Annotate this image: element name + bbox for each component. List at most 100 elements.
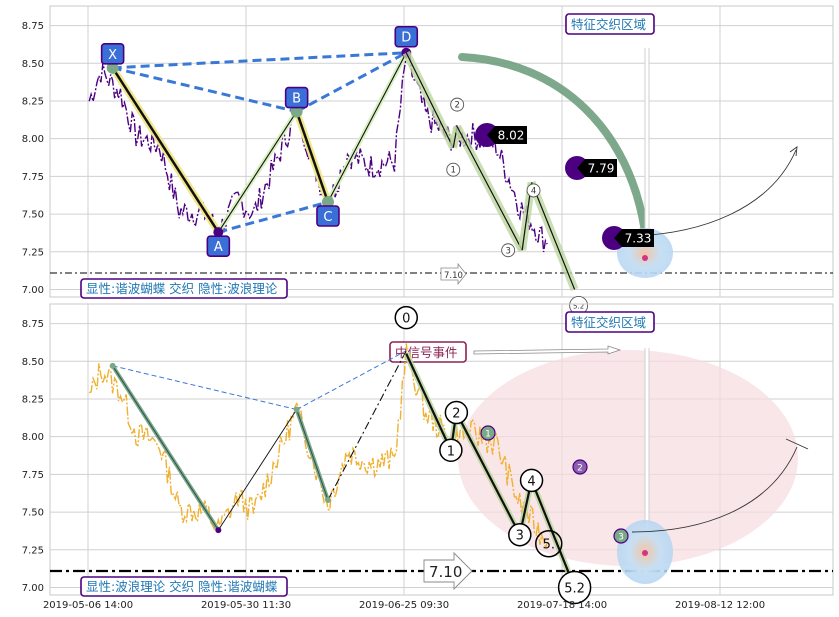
y-tick-label: 7.50 xyxy=(22,210,44,221)
top-zone-label-box xyxy=(565,13,655,35)
bottom-harmonic-node xyxy=(109,362,116,369)
bottom-chart-panel: 7.00 7.25 7.50 7.75 8.00 8.25 8.50 8.75 显性:波浪理论… xyxy=(22,303,834,605)
bottom-y-tick-labels: 7.00 7.25 7.50 7.75 8.00 8.25 8.50 8.75 xyxy=(22,319,44,594)
bottom-harmonic-leg xyxy=(296,409,329,501)
bottom-harmonic-leg xyxy=(217,409,298,531)
bottom-wave-label: 1 xyxy=(447,444,455,459)
x-tick-label: 2019-05-06 14:00 xyxy=(43,600,133,611)
small-marker-label: 1 xyxy=(485,430,491,440)
harmonic-node xyxy=(106,61,119,74)
small-marker-circle xyxy=(572,459,588,475)
y-tick-label: 7.75 xyxy=(22,470,44,481)
y-tick-label: 7.25 xyxy=(22,545,44,556)
bottom-harmonic-node xyxy=(215,527,222,534)
bottom-wave-leg xyxy=(455,412,521,536)
y-tick-label: 8.50 xyxy=(22,357,44,368)
wave-label-circle xyxy=(450,97,465,112)
wave-label: 3 xyxy=(505,246,510,256)
harmonic-label-B: B xyxy=(292,92,301,107)
bottom-wave-label: 2 xyxy=(452,407,460,422)
bottom-wave-label-circle xyxy=(557,570,592,605)
bottom-dashed-connector xyxy=(112,365,297,411)
wave-leg xyxy=(530,182,576,290)
bottom-wave-label-circle xyxy=(394,305,419,330)
x-tick-label: 2019-06-25 09:30 xyxy=(359,600,449,611)
bottom-zone-label: 特征交织区域 xyxy=(571,315,646,330)
y-tick-label: 7.50 xyxy=(22,508,44,519)
wave-label: 5.2 xyxy=(573,302,584,310)
top-target-dot xyxy=(642,255,648,261)
x-tick-label: 2019-08-12 12:00 xyxy=(675,600,765,611)
event-label: 中信号事件 xyxy=(395,345,458,360)
y-tick-label: 7.75 xyxy=(22,172,44,183)
harmonic-label-C: C xyxy=(323,210,332,225)
bottom-target-dot xyxy=(642,550,648,556)
harmonic-label-box xyxy=(316,205,340,227)
y-tick-label: 8.00 xyxy=(22,432,44,443)
y-tick-label: 8.50 xyxy=(22,59,44,70)
small-marker-label: 2 xyxy=(577,464,583,474)
harmonic-point-labels: X A B C D xyxy=(100,25,419,257)
bottom-wave-label: 0 xyxy=(402,312,410,327)
bottom-panel-frame xyxy=(49,303,834,596)
bottom-wave-label: 4 xyxy=(527,474,535,489)
harmonic-label-box xyxy=(206,235,231,257)
harmonic-dashed-line xyxy=(112,51,407,70)
top-hline-label: 7.10 xyxy=(444,271,463,281)
x-tick-label: 2019-05-30 11:30 xyxy=(201,600,291,611)
harmonic-label-box xyxy=(100,43,125,65)
price-marker-label: 8.02 xyxy=(498,129,525,143)
top-curved-arrow xyxy=(631,149,797,237)
harmonic-label-box xyxy=(284,86,309,109)
harmonic-leg xyxy=(295,111,330,203)
top-hline-label-arrow xyxy=(440,262,467,286)
harmonic-label-D: D xyxy=(401,31,411,46)
wave-label: 4 xyxy=(531,186,536,196)
bottom-wave-label: 3 xyxy=(516,529,524,544)
y-tick-label: 8.25 xyxy=(22,394,44,405)
harmonic-dashed-connectors xyxy=(112,51,407,234)
small-wave-markers: 1 2 3 xyxy=(480,425,629,544)
price-marker-arrow xyxy=(487,126,527,144)
price-marker-label: 7.79 xyxy=(588,162,615,176)
bottom-wave-label-circle xyxy=(508,522,532,547)
harmonic-label-box xyxy=(394,25,419,48)
y-tick-label: 8.75 xyxy=(22,319,44,330)
bottom-harmonic-node xyxy=(293,406,300,413)
price-marker-arrow xyxy=(614,229,654,247)
harmonic-dashed-line xyxy=(295,51,407,113)
bottom-wave-label-circle xyxy=(444,400,469,425)
x-axis-tick-labels: 2019-05-06 14:00 2019-05-30 11:30 2019-06-… xyxy=(43,600,765,611)
y-tick-label: 7.00 xyxy=(22,285,44,296)
bottom-wave-labels: 0 1 2 3 4 5. 5.2 xyxy=(394,305,592,605)
bottom-wave-leg xyxy=(405,353,452,451)
top-y-tick-labels: 7.00 7.25 7.50 7.75 8.00 8.25 8.50 8.75 xyxy=(22,21,44,296)
bottom-harmonic-outline xyxy=(109,350,407,534)
bottom-zone-label-box xyxy=(565,311,655,333)
wave-label-circle xyxy=(446,162,461,177)
wave-label-circle xyxy=(526,183,541,198)
harmonic-label-X: X xyxy=(108,48,117,63)
harmonic-dashed-line xyxy=(217,200,329,234)
bottom-wave-leg xyxy=(530,479,576,588)
wave-leg xyxy=(456,126,523,251)
price-marker-arrow xyxy=(577,159,617,177)
harmonic-legs xyxy=(106,47,412,238)
price-markers: 8.02 7.79 7.33 xyxy=(475,123,654,250)
y-tick-label: 7.25 xyxy=(22,247,44,258)
bottom-dashed-connector xyxy=(296,350,407,410)
bottom-harmonic-node xyxy=(324,497,331,504)
top-chart-panel: 7.00 7.25 7.50 7.75 8.00 8.25 8.50 8.75 显性:谐波蝴蝶… xyxy=(22,5,834,315)
top-caption: 显性:谐波蝴蝶 交织 隐性:波浪理论 xyxy=(86,281,278,296)
bottom-curved-arrow-head xyxy=(785,438,809,450)
y-tick-label: 8.75 xyxy=(22,21,44,32)
top-zone-label: 特征交织区域 xyxy=(571,17,646,32)
top-curved-arrow-head xyxy=(789,146,798,157)
bottom-wave-label-circle xyxy=(535,529,563,558)
bottom-wave-label-circle xyxy=(439,438,463,463)
wave-label: 1 xyxy=(451,166,456,176)
bottom-dashdot-connector xyxy=(327,350,407,501)
wave-label: 2 xyxy=(454,101,459,111)
harmonic-node xyxy=(213,227,224,238)
